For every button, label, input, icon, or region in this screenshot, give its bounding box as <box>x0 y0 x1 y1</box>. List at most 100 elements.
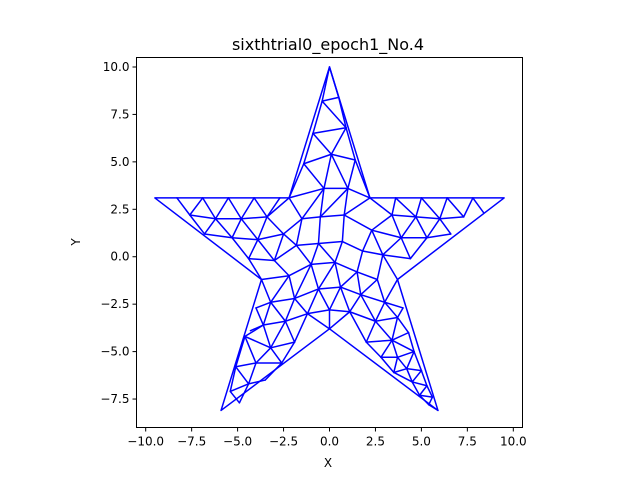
mesh-edge <box>383 301 399 319</box>
mesh-edge <box>262 320 287 326</box>
mesh-edge <box>420 197 441 220</box>
mesh-edge <box>257 216 268 241</box>
mesh-edge <box>317 288 331 311</box>
x-tick-label: 7.5 <box>458 435 477 449</box>
mesh-edge <box>235 366 250 385</box>
y-tick-label: 7.5 <box>110 107 129 121</box>
mesh-edge <box>310 242 320 266</box>
mesh-edge <box>371 229 384 256</box>
mesh-edge <box>189 214 206 235</box>
mesh-edge <box>391 339 415 353</box>
mesh-edge <box>306 312 331 330</box>
mesh-edge <box>306 309 331 315</box>
mesh-edge <box>400 237 412 260</box>
mesh-edge <box>269 274 290 304</box>
mesh-edge <box>301 216 322 220</box>
mesh-edge <box>391 214 402 239</box>
mesh-edge <box>229 383 250 393</box>
mesh-edge <box>321 96 340 102</box>
y-tick-label: −2.5 <box>100 297 129 311</box>
mesh-edge <box>273 259 290 277</box>
mesh-edge <box>394 197 417 218</box>
mesh-edge <box>411 369 423 383</box>
mesh-edge <box>426 385 434 398</box>
mesh-edge <box>229 366 237 393</box>
mesh-edge <box>415 216 441 220</box>
mesh-edge <box>439 216 465 220</box>
mesh-edge <box>391 316 399 341</box>
chart-title: sixthtrial0_epoch1_No.4 <box>232 35 424 55</box>
mesh-edge <box>365 341 382 359</box>
x-tick-label: 10.0 <box>500 435 527 449</box>
mesh-edge <box>244 335 272 349</box>
mesh-edge <box>247 257 263 281</box>
mesh-edge <box>439 218 452 235</box>
mesh-edge <box>284 297 296 322</box>
mesh-edge <box>330 153 356 161</box>
mesh-edge <box>411 381 428 387</box>
mesh-edge <box>396 350 415 359</box>
plot-area <box>154 66 505 412</box>
mesh-edge <box>330 153 349 190</box>
mesh-edge <box>328 311 351 330</box>
mesh-edge <box>396 307 404 319</box>
mesh-edge <box>382 254 412 260</box>
mesh-edge <box>374 320 393 341</box>
mesh-edge <box>317 242 336 264</box>
mesh-edge <box>214 218 233 239</box>
mesh-edge <box>365 339 393 343</box>
mesh-edge <box>321 100 347 129</box>
x-tick-label: −5.0 <box>223 435 252 449</box>
mesh-edge <box>293 263 312 300</box>
mesh-edge <box>189 214 217 220</box>
mesh-edge <box>303 153 333 165</box>
mesh-edge <box>405 367 413 383</box>
mesh-edge <box>393 356 399 374</box>
mesh-edge <box>176 197 191 216</box>
mesh-edge <box>255 347 272 364</box>
x-tick-label: 2.5 <box>366 435 385 449</box>
star-outline <box>154 66 505 412</box>
mesh-edge <box>280 341 296 364</box>
y-tick-label: 5.0 <box>110 155 129 169</box>
mesh-edge <box>293 297 309 315</box>
x-axis-label: X <box>324 456 332 470</box>
mesh-edge <box>360 293 386 304</box>
mesh-edge <box>240 197 255 220</box>
mesh-edge <box>462 197 474 218</box>
mesh-edge <box>244 335 257 364</box>
mesh-edge <box>409 237 428 260</box>
mesh-edge <box>282 218 303 235</box>
mesh-edge <box>426 218 441 239</box>
mesh-edge <box>348 311 377 322</box>
mesh-edge <box>328 286 342 311</box>
mesh-edge <box>418 394 434 398</box>
mesh-edge <box>247 238 259 260</box>
x-tick-label: 0.0 <box>320 435 339 449</box>
mesh-edge <box>312 100 323 135</box>
mesh-edge <box>306 288 320 315</box>
mesh-edge <box>295 218 303 247</box>
mesh-edge <box>339 286 362 296</box>
mesh-edge <box>303 163 325 190</box>
mesh-edge <box>282 233 298 247</box>
mesh-edge <box>269 341 296 349</box>
mesh-edge <box>341 240 364 252</box>
mesh-edge <box>284 320 296 343</box>
mesh-edge <box>472 197 485 214</box>
mesh-edge <box>269 320 287 349</box>
mesh-edge <box>439 197 448 220</box>
mesh-edge <box>446 197 465 218</box>
mesh-edge <box>240 216 268 220</box>
mesh-edge <box>319 214 345 218</box>
mesh-edge <box>334 261 342 288</box>
y-tick-label: −7.5 <box>100 392 129 406</box>
mesh-edge <box>247 362 257 385</box>
mesh-edge <box>347 187 371 199</box>
mesh-edge <box>330 126 347 156</box>
mesh-edge <box>328 309 351 313</box>
mesh-edge <box>418 385 428 396</box>
mesh-edge <box>411 381 421 396</box>
mesh-edge <box>405 367 423 372</box>
y-tick-label: −5.0 <box>100 345 129 359</box>
